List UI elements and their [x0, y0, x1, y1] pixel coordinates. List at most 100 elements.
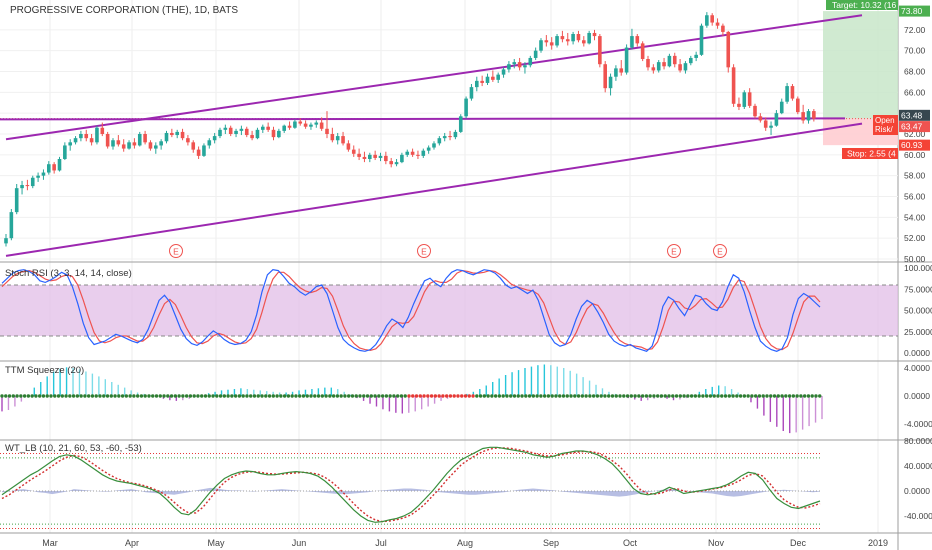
candle-body: [731, 67, 736, 104]
stoch-tick-label: 50.0000: [904, 306, 932, 316]
stop-price-badge: [899, 139, 930, 151]
target-price-badge: [899, 5, 930, 17]
squeeze-dot: [26, 394, 31, 398]
candle-body: [640, 43, 645, 59]
candle-body: [426, 147, 431, 151]
wavetrend-pane: [0, 446, 821, 529]
candle-body: [127, 142, 131, 149]
squeeze-dot: [15, 394, 19, 398]
candle-body: [442, 136, 447, 139]
candle-body: [539, 40, 543, 51]
squeeze-dot: [750, 394, 754, 398]
squeeze-dot: [806, 394, 811, 398]
price-tick-label: 72.00: [904, 25, 926, 35]
squeeze-dot: [290, 394, 294, 398]
squeeze-dot: [203, 394, 208, 398]
squeeze-dot: [787, 394, 792, 398]
stoch-tick-label: 0.0000: [904, 348, 930, 358]
ttm-tick-label: 4.0000: [904, 363, 930, 373]
candle-body: [475, 80, 479, 88]
wt-tick-label: 0.0000: [904, 486, 930, 496]
candle-body: [36, 175, 40, 178]
candle-body: [20, 185, 24, 189]
squeeze-dot: [169, 394, 174, 398]
earnings-marker-label: E: [671, 247, 677, 257]
candle-body: [261, 126, 265, 130]
earnings-marker-label: E: [173, 247, 179, 257]
squeeze-dot: [230, 394, 234, 398]
squeeze-dot: [252, 394, 257, 398]
candle-body: [410, 151, 415, 155]
candle-body: [378, 155, 383, 158]
candle-body: [14, 188, 19, 213]
squeeze-dot: [309, 394, 313, 398]
candle-body: [747, 92, 752, 106]
squeeze-dot: [569, 394, 573, 398]
squeeze-dot: [682, 394, 686, 398]
candle-body: [715, 22, 720, 26]
squeeze-dot: [79, 394, 83, 398]
candle-body: [341, 136, 345, 144]
squeeze-dot: [403, 394, 407, 398]
risk-label: Risk/: [875, 125, 894, 134]
squeeze-dot: [128, 394, 132, 398]
squeeze-dot: [75, 394, 80, 398]
candle-body: [244, 128, 249, 136]
candle-body: [105, 134, 110, 147]
squeeze-dot: [542, 394, 547, 398]
squeeze-dot: [286, 394, 291, 398]
squeeze-dot: [686, 394, 690, 398]
squeeze-dot: [365, 394, 370, 398]
candle-body: [325, 128, 329, 134]
candle-body: [699, 25, 704, 55]
squeeze-dot: [663, 394, 667, 398]
candle-body: [282, 125, 286, 131]
candle-body: [346, 143, 351, 150]
candle-body: [608, 76, 613, 89]
squeeze-dot: [45, 394, 49, 398]
squeeze-dot: [237, 394, 242, 398]
x-axis-label: Sep: [543, 538, 559, 548]
squeeze-dot: [328, 394, 332, 398]
stoch-tick-label: 75.0000: [904, 284, 932, 294]
squeeze-dot: [282, 394, 287, 398]
candle-body: [555, 36, 559, 46]
price-tick-label: 66.00: [904, 87, 926, 97]
ttm-tick-label: -4.0000: [904, 419, 932, 429]
squeeze-dot: [742, 394, 747, 398]
x-axis-label: Apr: [125, 538, 139, 548]
squeeze-dot: [354, 394, 358, 398]
squeeze-dot: [791, 394, 796, 398]
squeeze-dot: [460, 394, 464, 398]
earnings-marker: [417, 244, 431, 258]
price-tick-label: 62.00: [904, 129, 926, 139]
ttm-tick-label: 0.0000: [904, 391, 930, 401]
candle-body: [335, 136, 340, 141]
squeeze-dot: [644, 394, 649, 398]
candle-body: [549, 42, 554, 46]
squeeze-dot: [350, 394, 355, 398]
candle-body: [812, 111, 816, 119]
candle-body: [266, 126, 270, 130]
price-tick-label: 56.00: [904, 192, 926, 202]
squeeze-dot: [731, 394, 735, 398]
price-pane: E E E E Target: 10.32 (16 Stop: 2.55 (4 OpenRi…: [0, 0, 898, 258]
candle-body: [303, 123, 308, 127]
squeeze-dot: [433, 394, 438, 398]
squeeze-dot: [772, 394, 777, 398]
squeeze-dot: [271, 394, 276, 398]
squeeze-dot: [550, 394, 554, 398]
candle-body: [801, 112, 805, 121]
squeeze-dot: [316, 394, 321, 398]
candle-body: [57, 159, 62, 171]
squeeze-dot: [0, 394, 4, 398]
candle-body: [565, 39, 570, 42]
squeeze-dot: [124, 394, 129, 398]
squeeze-dot: [735, 394, 739, 398]
x-axis-label: Aug: [457, 538, 473, 548]
candle-body: [694, 54, 698, 58]
candle-body: [159, 141, 163, 146]
last-price-badge-2: [899, 121, 930, 133]
squeeze-dot: [667, 394, 671, 398]
